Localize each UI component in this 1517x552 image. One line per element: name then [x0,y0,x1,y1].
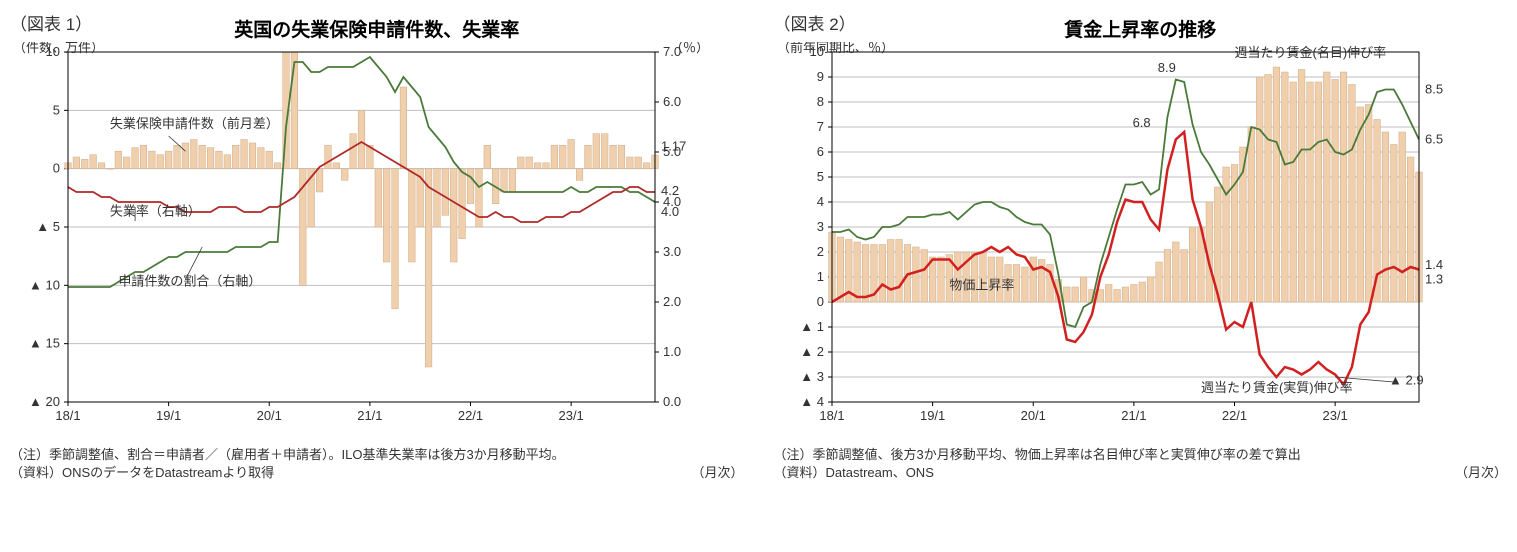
svg-text:0.0: 0.0 [663,394,681,409]
svg-text:8: 8 [816,94,823,109]
svg-text:22/1: 22/1 [458,408,483,423]
svg-text:3.0: 3.0 [663,244,681,259]
svg-text:1.4: 1.4 [1425,257,1443,272]
svg-text:20/1: 20/1 [1020,408,1045,423]
svg-text:▲ 10: ▲ 10 [29,277,60,292]
svg-text:21/1: 21/1 [357,408,382,423]
svg-text:▲ 1: ▲ 1 [800,319,824,334]
svg-text:▲ 4: ▲ 4 [800,394,824,409]
svg-text:0: 0 [816,294,823,309]
chart-1-note: （注）季節調整値、割合＝申請者／（雇用者＋申請者）。ILO基準失業率は後方3か月… [10,446,744,482]
svg-text:▲ 5: ▲ 5 [36,219,60,234]
chart-1-note2: （資料）ONSのデータをDatastreamより取得 [10,464,274,482]
svg-text:失業率（右軸）: 失業率（右軸） [110,203,201,218]
chart-2-note2: （資料）Datastream、ONS [774,464,934,482]
chart-1-plot: 1050▲ 5▲ 10▲ 15▲ 207.06.05.04.03.02.01.0… [10,42,744,442]
chart-2-title: 賃金上昇率の推移 [774,15,1508,42]
svg-text:物価上昇率: 物価上昇率 [949,278,1014,293]
svg-text:9: 9 [816,69,823,84]
svg-text:▲ 3: ▲ 3 [800,369,824,384]
svg-text:23/1: 23/1 [558,408,583,423]
svg-text:6.8: 6.8 [1132,115,1150,130]
svg-text:1: 1 [816,269,823,284]
svg-text:4.0: 4.0 [661,204,679,219]
svg-text:18/1: 18/1 [55,408,80,423]
svg-text:申請件数の割合（右軸）: 申請件数の割合（右軸） [118,273,261,288]
svg-text:23/1: 23/1 [1322,408,1347,423]
svg-text:6.0: 6.0 [663,94,681,109]
chart-2-plot: 109876543210▲ 1▲ 2▲ 3▲ 418/119/120/121/1… [774,42,1508,442]
svg-text:▲ 2: ▲ 2 [800,344,824,359]
svg-text:3: 3 [816,219,823,234]
chart-1-title: 英国の失業保険申請件数、失業率 [10,15,744,42]
svg-text:1.0: 1.0 [663,344,681,359]
svg-text:4: 4 [816,194,823,209]
svg-text:19/1: 19/1 [919,408,944,423]
svg-text:▲ 15: ▲ 15 [29,336,60,351]
svg-text:6.5: 6.5 [1425,132,1443,147]
svg-text:失業保険申請件数（前月差）: 失業保険申請件数（前月差） [110,116,279,131]
svg-text:（％）: （％） [670,42,709,55]
svg-text:7: 7 [816,119,823,134]
svg-text:週当たり賃金(実質)伸び率: 週当たり賃金(実質)伸び率 [1200,380,1352,395]
svg-text:週当たり賃金(名目)伸び率: 週当たり賃金(名目)伸び率 [1234,45,1386,60]
svg-text:1.3: 1.3 [1425,272,1443,287]
svg-text:18/1: 18/1 [819,408,844,423]
svg-text:5: 5 [816,169,823,184]
chart-2-note: （注）季節調整値、後方3か月移動平均、物価上昇率は名目伸び率と実質伸び率の差で算… [774,446,1508,482]
svg-text:（件数、万件）: （件数、万件） [13,42,104,55]
chart-2-note1: （注）季節調整値、後方3か月移動平均、物価上昇率は名目伸び率と実質伸び率の差で算… [774,446,1508,464]
svg-text:21/1: 21/1 [1121,408,1146,423]
svg-text:6: 6 [816,144,823,159]
svg-text:20/1: 20/1 [257,408,282,423]
chart-1: （図表 1） 英国の失業保険申請件数、失業率 1050▲ 5▲ 10▲ 15▲ … [10,10,744,482]
svg-text:1.17: 1.17 [661,139,686,154]
chart-1-xlabel: （月次） [691,464,743,482]
svg-text:0: 0 [53,161,60,176]
svg-text:8.9: 8.9 [1157,60,1175,75]
chart-1-note1: （注）季節調整値、割合＝申請者／（雇用者＋申請者）。ILO基準失業率は後方3か月… [10,446,744,464]
svg-text:8.5: 8.5 [1425,82,1443,97]
svg-text:▲ 2.9: ▲ 2.9 [1389,373,1424,388]
chart-2-xlabel: （月次） [1455,464,1507,482]
svg-text:2: 2 [816,244,823,259]
chart-2: （図表 2） 賃金上昇率の推移 109876543210▲ 1▲ 2▲ 3▲ 4… [774,10,1508,482]
svg-text:22/1: 22/1 [1221,408,1246,423]
svg-text:（前年同期比、％）: （前年同期比、％） [777,42,894,55]
svg-text:▲ 20: ▲ 20 [29,394,60,409]
svg-text:2.0: 2.0 [663,294,681,309]
svg-text:19/1: 19/1 [156,408,181,423]
svg-text:5: 5 [53,102,60,117]
svg-text:4.2: 4.2 [661,183,679,198]
